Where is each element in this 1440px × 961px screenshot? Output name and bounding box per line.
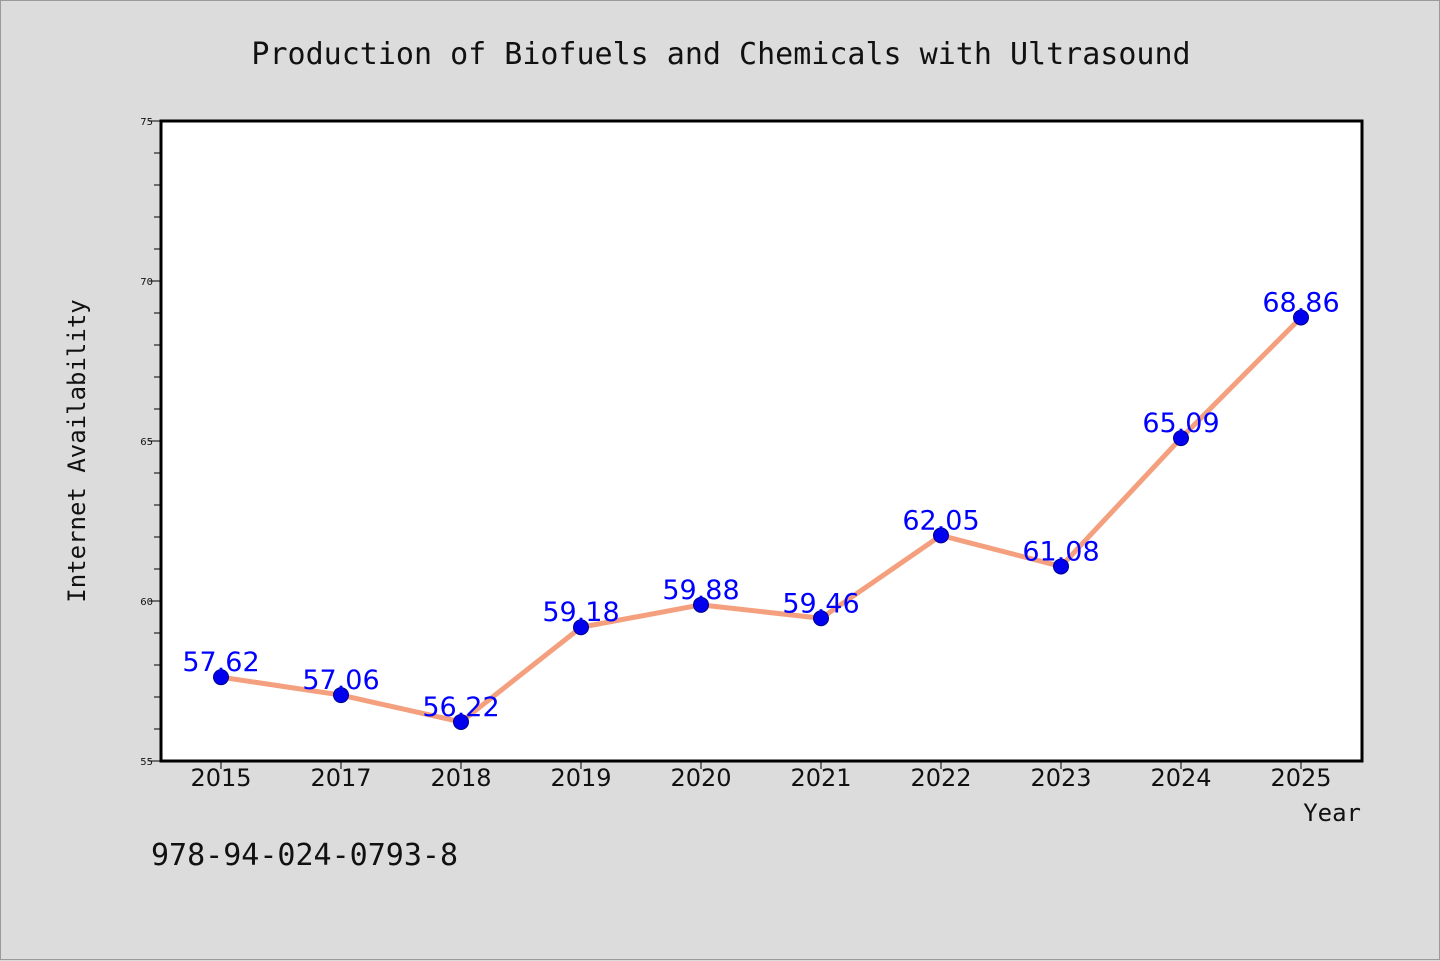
data-label: 57.06 — [302, 665, 379, 696]
data-point — [933, 527, 949, 544]
x-tick-label: 2019 — [550, 764, 611, 792]
data-point — [693, 596, 709, 613]
x-tick-label: 2018 — [430, 764, 491, 792]
data-point — [453, 713, 469, 730]
y-tick-label: 55 — [140, 757, 153, 768]
data-label: 61.08 — [1022, 536, 1099, 567]
y-tick-label: 65 — [140, 437, 153, 448]
x-tick-label: 2020 — [670, 764, 731, 792]
x-axis-label: Year — [1303, 799, 1361, 827]
x-tick-label: 2015 — [190, 764, 251, 792]
x-tick-label: 2017 — [310, 764, 371, 792]
plot-border — [159, 119, 1364, 763]
data-markers — [213, 309, 1309, 730]
data-label: 59.88 — [662, 575, 739, 606]
x-tick-label: 2022 — [910, 764, 971, 792]
y-axis: 55 60 65 70 75 — [140, 117, 161, 768]
x-tick-label: 2025 — [1270, 764, 1331, 792]
data-label: 57.62 — [182, 647, 259, 678]
data-point — [813, 610, 829, 627]
data-label: 62.05 — [902, 505, 979, 536]
data-point — [1053, 558, 1069, 575]
data-point — [573, 619, 589, 636]
data-label: 68.86 — [1262, 287, 1339, 318]
y-axis-label: Internet Availability — [63, 299, 91, 602]
x-tick-label: 2024 — [1150, 764, 1211, 792]
data-point — [1173, 430, 1189, 447]
plot-area — [161, 121, 1362, 761]
data-label: 65.09 — [1142, 408, 1219, 439]
y-tick-label: 75 — [140, 117, 153, 128]
x-axis: 2015 2017 2018 2019 2020 2021 2022 2023 2024 2025 — [190, 761, 1332, 792]
data-label: 59.46 — [782, 588, 859, 619]
data-labels: 57.62 57.06 56.22 59.18 59.88 59.46 62.05 61.08… — [182, 287, 1339, 722]
x-tick-label: 2023 — [1030, 764, 1091, 792]
data-point — [1293, 309, 1309, 326]
chart-title: Production of Biofuels and Chemicals wit… — [251, 37, 1190, 72]
data-point — [213, 669, 229, 686]
data-point — [333, 687, 349, 704]
x-tick-label: 2021 — [790, 764, 851, 792]
series-line — [220, 315, 1303, 725]
data-label: 56.22 — [422, 692, 499, 723]
y-tick-label: 60 — [140, 597, 153, 608]
data-label: 59.18 — [542, 597, 619, 628]
y-tick-label: 70 — [140, 277, 153, 288]
isbn-footer: 978-94-024-0793-8 — [151, 838, 458, 873]
